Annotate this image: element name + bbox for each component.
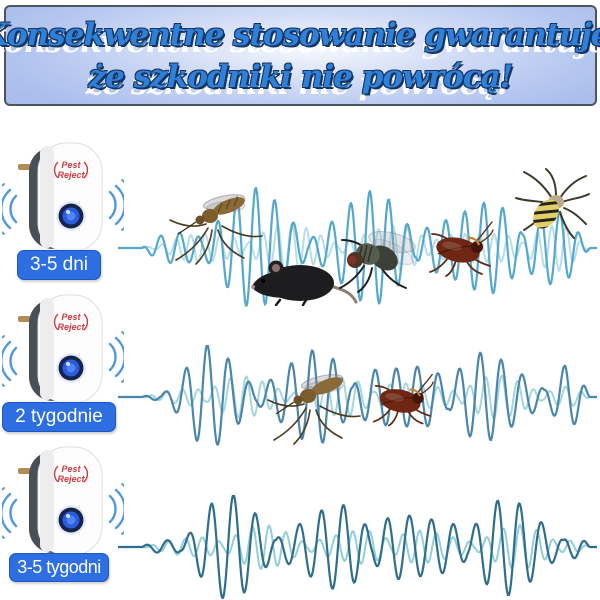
cockroach-image (372, 373, 434, 427)
duration-badge-3: 3-5 tygodni (9, 553, 109, 582)
led-indicator-icon (56, 201, 86, 231)
mouse-image (251, 260, 358, 306)
pest-repeller-device-2: Pest Reject (0, 292, 135, 406)
cockroach-image (429, 221, 494, 277)
soundwave-row-2 (118, 345, 597, 446)
pest-repeller-device-3: Pest Reject (0, 444, 135, 558)
svg-text:Reject: Reject (57, 322, 85, 332)
duration-badge-wrap-2: 2 tygodnie (2, 402, 116, 432)
mosquito-image (169, 194, 263, 265)
header-banner: Konsekwentne stosowanie gwarantuje, że s… (0, 5, 600, 106)
brand-logo: Pest Reject (53, 464, 89, 484)
svg-text:Pest: Pest (61, 312, 81, 322)
brand-logo: Pest Reject (53, 160, 89, 180)
duration-badge-wrap-1: 3-5 dni (2, 250, 116, 280)
soundwave-row-3 (118, 495, 597, 600)
plug-pin (18, 468, 32, 474)
device-body-shade (40, 298, 54, 400)
plug-pin (18, 316, 32, 322)
device-body-shade (40, 146, 54, 248)
fly-image (339, 231, 416, 293)
led-indicator-icon (56, 505, 86, 535)
pest-repeller-illustration: Pest Reject (0, 294, 135, 404)
pest-repeller-illustration: Pest Reject (0, 142, 135, 252)
device-body-shade (40, 450, 54, 552)
pest-repeller-device-1: Pest Reject (0, 140, 135, 254)
header-line-1: Konsekwentne stosowanie gwarantuje, (0, 16, 600, 53)
pest-repeller-illustration: Pest Reject (0, 446, 135, 556)
duration-badge-1: 3-5 dni (16, 250, 102, 280)
led-indicator-icon (56, 353, 86, 383)
header-line-2: że szkodniki nie powrócą! (88, 58, 514, 95)
plug-pin (18, 164, 32, 170)
svg-text:Pest: Pest (61, 464, 81, 474)
spider-image (515, 168, 590, 239)
duration-badge-wrap-3: 3-5 tygodni (2, 553, 116, 582)
svg-text:Pest: Pest (61, 160, 81, 170)
svg-text:Reject: Reject (57, 474, 85, 484)
brand-logo: Pest Reject (53, 312, 89, 332)
svg-text:Reject: Reject (57, 170, 85, 180)
mosquito-image (267, 374, 361, 445)
duration-badge-2: 2 tygodnie (2, 402, 116, 432)
